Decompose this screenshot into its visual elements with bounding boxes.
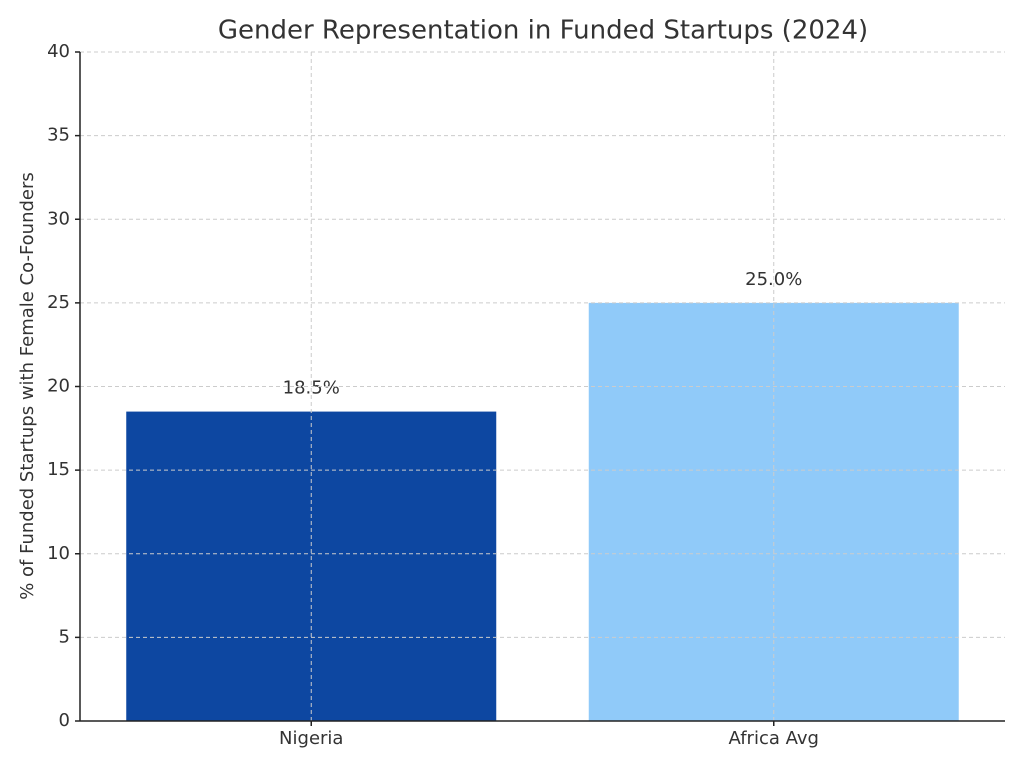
y-tick-label: 0 [59, 710, 70, 731]
y-axis-label: % of Funded Startups with Female Co-Foun… [17, 172, 38, 600]
bar [588, 302, 959, 721]
y-tick-label: 30 [47, 208, 70, 229]
y-tick-label: 35 [47, 125, 70, 146]
y-tick-label: 40 [47, 41, 70, 62]
x-tick-label: Nigeria [279, 728, 343, 749]
chart-title: Gender Representation in Funded Startups… [218, 16, 868, 46]
y-tick-label: 5 [59, 626, 70, 647]
x-tick-label: Africa Avg [729, 728, 819, 749]
y-tick-label: 10 [47, 543, 70, 564]
y-tick-label: 25 [47, 292, 70, 313]
y-tick-label: 15 [47, 459, 70, 480]
y-tick-label: 20 [47, 376, 70, 397]
